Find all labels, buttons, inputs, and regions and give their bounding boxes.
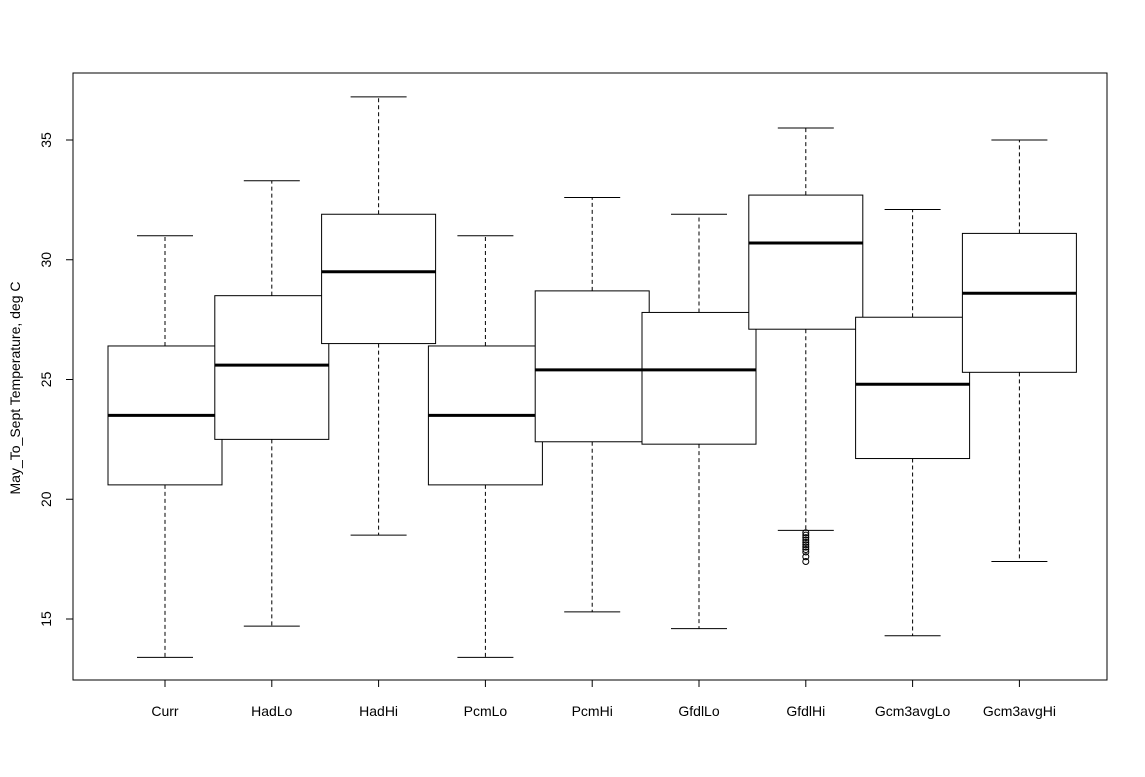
- y-axis: 15 20 25 30 35: [38, 132, 73, 627]
- box-GfdlHi: [748, 194, 864, 330]
- x-tick-label-PcmHi: PcmHi: [572, 703, 613, 719]
- outlier-GfdlHi-8: [802, 548, 810, 556]
- box-group-PcmLo: [427, 235, 543, 658]
- x-tick-label-HadHi: HadHi: [359, 703, 398, 719]
- box-Gcm3avgLo: [855, 316, 971, 460]
- plot-frame: [72, 72, 1108, 681]
- y-tick-label-15: 15: [38, 611, 54, 627]
- y-tick-label-35: 35: [38, 132, 54, 148]
- x-tick-label-PcmLo: PcmLo: [464, 703, 508, 719]
- box-group-HadHi: [321, 96, 437, 536]
- outlier-GfdlHi-0: [802, 529, 810, 537]
- y-axis-label: May_To_Sept Temperature, deg C: [7, 282, 23, 495]
- y-tick-label-25: 25: [38, 372, 54, 388]
- outlier-GfdlHi-3: [802, 536, 810, 544]
- outlier-GfdlHi-7: [802, 546, 810, 554]
- outlier-GfdlHi-5: [802, 541, 810, 549]
- x-tick-label-GfdlLo: GfdlLo: [678, 703, 719, 719]
- box-PcmHi: [534, 290, 650, 443]
- box-group-Gcm3avgLo: [855, 208, 971, 637]
- x-tick-label-Curr: Curr: [151, 703, 179, 719]
- box-HadHi: [321, 213, 437, 345]
- x-tick-label-GfdlHi: GfdlHi: [786, 703, 825, 719]
- outlier-GfdlHi-2: [802, 534, 810, 542]
- x-axis: Curr HadLo HadHi PcmLo PcmHi GfdlLo GfdlHi Gcm3…: [151, 680, 1056, 719]
- outlier-GfdlHi-9: [802, 553, 810, 561]
- box-group-GfdlLo: [641, 213, 757, 630]
- box-group-HadLo: [214, 180, 330, 627]
- box-group-Gcm3avgHi: [961, 139, 1077, 563]
- x-tick-label-Gcm3avgHi: Gcm3avgHi: [983, 703, 1056, 719]
- outlier-GfdlHi-4: [802, 538, 810, 546]
- box-Gcm3avgHi: [961, 232, 1077, 373]
- box-group-Curr: [107, 235, 223, 658]
- outlier-GfdlHi-1: [802, 531, 810, 539]
- box-GfdlLo: [641, 311, 757, 445]
- x-tick-label-HadLo: HadLo: [251, 703, 292, 719]
- box-HadLo: [214, 295, 330, 440]
- box-group-GfdlHi: [748, 127, 864, 566]
- outlier-GfdlHi-6: [802, 543, 810, 551]
- y-tick-label-20: 20: [38, 491, 54, 507]
- boxes-group: [107, 96, 1077, 658]
- x-tick-label-Gcm3avgLo: Gcm3avgLo: [875, 703, 951, 719]
- box-group-PcmHi: [534, 196, 650, 613]
- y-tick-label-30: 30: [38, 252, 54, 268]
- outlier-GfdlHi-10: [802, 558, 810, 566]
